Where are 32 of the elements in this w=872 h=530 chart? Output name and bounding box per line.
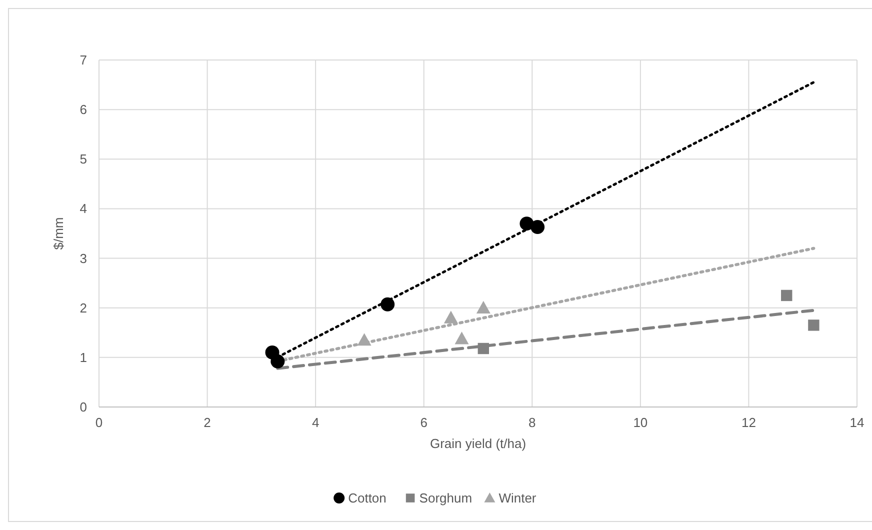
x-axis-title: Grain yield (t/ha) <box>430 436 526 451</box>
x-tick-label: 10 <box>633 415 648 430</box>
point <box>520 216 534 231</box>
x-tick-label: 2 <box>204 415 211 430</box>
y-tick-label: 0 <box>80 400 87 414</box>
point <box>476 300 490 314</box>
y-tick-label: 2 <box>80 300 87 316</box>
point <box>478 342 490 354</box>
y-axis-title: $/mm <box>51 217 66 250</box>
point <box>380 297 395 312</box>
point <box>781 290 792 302</box>
point <box>454 332 469 344</box>
x-tick-label: 8 <box>528 415 536 430</box>
x-tick-label: 4 <box>312 415 320 430</box>
x-tick-label: 0 <box>95 415 103 430</box>
point <box>357 333 372 346</box>
y-tick-label: 4 <box>80 201 87 216</box>
point <box>808 320 820 331</box>
y-tick-label: 7 <box>80 52 87 68</box>
y-tick-label: 3 <box>80 250 87 266</box>
legend-label: Cotton <box>348 490 386 506</box>
x-tick-label: 6 <box>420 415 428 430</box>
legend-label: Sorghum <box>419 490 472 506</box>
y-tick-label: 6 <box>80 102 87 118</box>
x-tick-label: 12 <box>741 415 756 430</box>
x-tick-label: 14 <box>850 415 864 430</box>
point <box>444 310 458 324</box>
point <box>270 354 285 368</box>
legend-label: Winter <box>498 490 537 506</box>
point <box>530 220 545 234</box>
y-tick-label: 5 <box>80 152 87 167</box>
y-tick-label: 1 <box>80 350 87 365</box>
